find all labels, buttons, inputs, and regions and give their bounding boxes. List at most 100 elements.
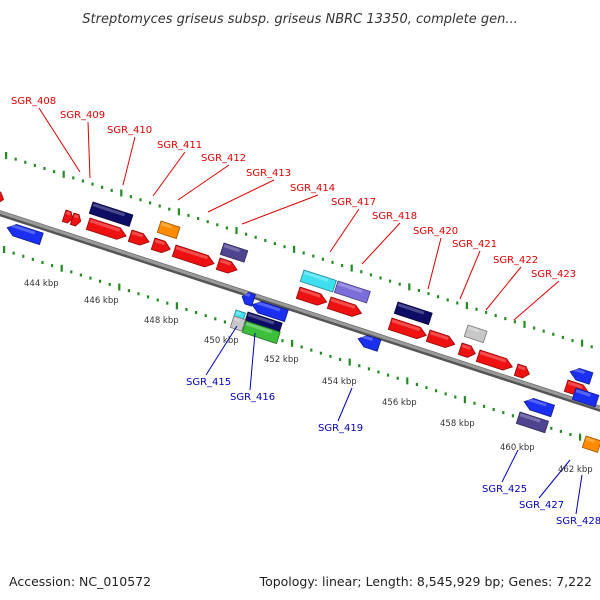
minor-tick (398, 282, 401, 286)
minor-tick (225, 226, 228, 230)
minor-tick (331, 260, 334, 264)
minor-tick (99, 279, 102, 283)
minor-tick (137, 292, 140, 296)
major-tick (463, 396, 466, 404)
gene-sgr-412-arrow (150, 237, 171, 254)
minor-tick (245, 232, 248, 236)
major-tick (523, 320, 526, 328)
minor-tick (475, 307, 478, 311)
gene-label-sgr-419[interactable]: SGR_419 (318, 423, 363, 434)
minor-tick (511, 414, 514, 418)
major-tick (175, 302, 178, 310)
label-leader-line (538, 459, 571, 499)
gene-reverse-d (523, 397, 556, 418)
minor-tick (339, 357, 342, 361)
minor-tick (550, 426, 553, 430)
minor-tick (319, 351, 322, 355)
major-tick (408, 283, 411, 291)
minor-tick (415, 382, 418, 386)
gene-label-sgr-420[interactable]: SGR_420 (413, 226, 458, 237)
label-leader-line (361, 222, 401, 265)
minor-tick (12, 251, 15, 255)
gene-label-sgr-408[interactable]: SGR_408 (11, 96, 56, 107)
backbone (0, 210, 600, 412)
minor-tick (195, 311, 198, 315)
minor-tick (321, 257, 324, 261)
minor-tick (110, 188, 113, 192)
gene-label-sgr-412[interactable]: SGR_412 (201, 153, 246, 164)
minor-tick (147, 295, 150, 299)
gene-sgr-413-arrow (171, 244, 215, 268)
gene-sgr-420-box (393, 301, 433, 326)
minor-tick (377, 370, 380, 374)
minor-tick (70, 270, 73, 274)
minor-tick (168, 207, 171, 211)
gene-label-sgr-415[interactable]: SGR_415 (186, 377, 231, 388)
major-tick (120, 189, 123, 197)
major-tick (235, 227, 238, 235)
label-leader-line (207, 179, 275, 213)
minor-tick (264, 238, 267, 242)
gene-label-sgr-417[interactable]: SGR_417 (331, 197, 376, 208)
minor-tick (561, 335, 564, 339)
gene-sgr-411-arrow (127, 229, 150, 246)
gene-sgr-421-arrow (425, 329, 456, 349)
minor-tick (552, 332, 555, 336)
gene-label-sgr-413[interactable]: SGR_413 (246, 168, 291, 179)
minor-tick (273, 242, 276, 246)
minor-tick (369, 273, 372, 277)
minor-tick (72, 176, 75, 180)
gene-label-sgr-409[interactable]: SGR_409 (60, 110, 105, 121)
gene-reverse-e (569, 367, 594, 385)
minor-tick (300, 345, 303, 349)
minor-tick (310, 348, 313, 352)
major-tick (177, 208, 180, 216)
label-leader-line (329, 208, 360, 253)
minor-tick (446, 298, 449, 302)
minor-tick (185, 307, 188, 311)
gene-sgr-428-box (581, 435, 600, 453)
minor-tick (216, 223, 219, 227)
lower-tick-row (3, 246, 591, 443)
minor-tick (590, 345, 593, 349)
minor-tick (283, 245, 286, 249)
label-leader-line (575, 474, 583, 515)
gene-sgr-422-box (463, 324, 488, 344)
gene-label-sgr-427[interactable]: SGR_427 (519, 500, 564, 511)
gene-label-sgr-418[interactable]: SGR_418 (372, 211, 417, 222)
major-tick (465, 302, 468, 310)
minor-tick (360, 270, 363, 274)
gene-label-sgr-416[interactable]: SGR_416 (230, 392, 275, 403)
scale-label: 450 kbp (204, 336, 239, 346)
minor-tick (79, 273, 82, 277)
gene-label-sgr-421[interactable]: SGR_421 (452, 239, 497, 250)
gene-label-sgr-428[interactable]: SGR_428 (556, 516, 600, 527)
gene-sgr-409-arrow-b (69, 212, 82, 227)
label-leader-line (177, 164, 230, 201)
label-leader-line (152, 151, 186, 197)
minor-tick (108, 282, 111, 286)
gene-label-sgr-422[interactable]: SGR_422 (493, 255, 538, 266)
scale-label: 446 kbp (84, 296, 119, 306)
gene-sgr-408-arrow (0, 189, 5, 205)
label-leader-line (122, 136, 136, 186)
scale-label: 460 kbp (500, 443, 535, 453)
minor-tick (53, 170, 56, 174)
gene-reverse-a (6, 223, 44, 246)
minor-tick (223, 320, 226, 324)
scale-label: 456 kbp (382, 398, 417, 408)
minor-tick (33, 163, 36, 167)
minor-tick (41, 261, 44, 265)
minor-tick (502, 411, 505, 415)
gene-label-sgr-410[interactable]: SGR_410 (107, 125, 152, 136)
scale-label: 462 kbp (558, 465, 593, 475)
gene-label-sgr-414[interactable]: SGR_414 (290, 183, 335, 194)
gene-sgr-418-box (333, 280, 371, 304)
gene-sgr-423-arrow (475, 349, 514, 371)
minor-tick (51, 264, 54, 268)
gene-label-sgr-411[interactable]: SGR_411 (157, 140, 202, 151)
label-leader-line (87, 121, 91, 179)
gene-label-sgr-423[interactable]: SGR_423 (531, 269, 576, 280)
gene-label-sgr-425[interactable]: SGR_425 (482, 484, 527, 495)
minor-tick (504, 317, 507, 321)
